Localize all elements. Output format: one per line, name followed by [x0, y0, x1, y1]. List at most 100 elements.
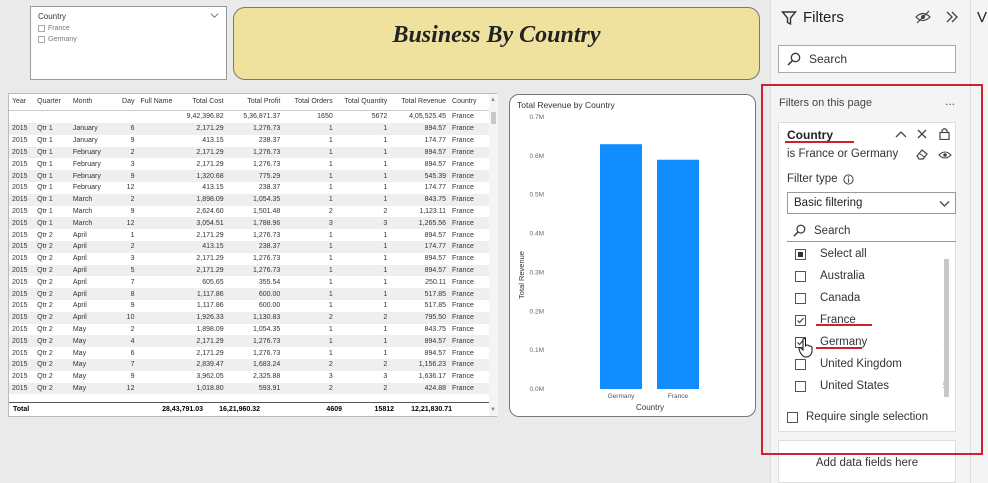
table-cell: 7	[130, 361, 135, 369]
table-row[interactable]: 2015 Qtr 2 April 2 413.15 238.37 1 1 174.77 Franc…	[9, 240, 489, 253]
table-scrollbar[interactable]: ▲ ▼	[489, 94, 498, 416]
table-cell: 1,123.11	[419, 207, 447, 215]
values-scrollbar[interactable]	[944, 259, 949, 397]
table-cell: 1,276.73	[253, 337, 281, 345]
table-row[interactable]: 2015 Qtr 2 May 7 2,839.47 1,683.24 2 2 1,156.23 F…	[9, 358, 489, 371]
chevron-down-icon[interactable]	[210, 11, 219, 20]
column-header[interactable]: Day	[118, 94, 138, 111]
table-cell: France	[452, 384, 474, 392]
column-header[interactable]: Total Quantity	[335, 94, 391, 111]
column-header[interactable]: Full Name	[137, 94, 182, 111]
column-header[interactable]: Quarter	[34, 94, 70, 111]
filter-values-search[interactable]: Search	[787, 220, 956, 242]
more-options-icon[interactable]: ...	[945, 94, 956, 108]
column-header[interactable]: Country	[449, 94, 489, 111]
add-data-fields-well[interactable]: Add data fields here	[778, 440, 956, 483]
column-header[interactable]: Total Profit	[226, 94, 284, 111]
filter-type-dropdown[interactable]: Basic filtering	[787, 192, 956, 214]
table-row[interactable]: 2015 Qtr 2 May 9 3,962.05 2,325.88 3 3 1,636.17 F…	[9, 371, 489, 383]
slicer-item-france[interactable]: France	[38, 25, 70, 32]
filter-value-australia[interactable]: Australia	[795, 270, 865, 282]
country-slicer[interactable]: Country France Germany	[30, 6, 227, 80]
filters-search-input[interactable]: Search	[778, 45, 956, 73]
revenue-chart[interactable]: Total Revenue by Country 0.0M 0.1M 0.2M 0.3…	[509, 94, 756, 417]
table-row[interactable]: 2015 Qtr 2 May 6 2,171.29 1,276.73 1 1 894.57 Fra…	[9, 347, 489, 359]
table-row[interactable]: 2015 Qtr 1 March 2 1,898.09 1,054.35 1 1 843.75 F…	[9, 193, 489, 206]
data-table[interactable]: Year Quarter Month Day Full Name Total Cost To…	[8, 93, 498, 417]
table-row[interactable]: 2015 Qtr 1 January 6 2,171.29 1,276.73 1 1 894.5…	[9, 123, 489, 135]
table-cell: April	[72, 302, 87, 310]
close-icon[interactable]	[917, 129, 927, 139]
table-row[interactable]: 2015 Qtr 1 February 3 2,171.29 1,276.73 1 1 894.…	[9, 158, 489, 170]
lock-icon[interactable]	[939, 127, 950, 140]
table-row[interactable]: 2015 Qtr 1 February 9 1,320.68 775.29 1 1 545.39…	[9, 170, 489, 182]
table-cell: 1	[328, 278, 333, 286]
table-row[interactable]: 2015 Qtr 2 April 10 1,926.33 1,130.83 2 2 795.50…	[9, 311, 489, 324]
slicer-item-germany[interactable]: Germany	[38, 36, 77, 43]
hand-cursor-icon	[798, 338, 813, 358]
table-cell: 2,839.47	[196, 361, 224, 369]
table-cell: 1	[328, 290, 333, 298]
column-header[interactable]: Month	[69, 94, 119, 111]
table-row[interactable]: 2015 Qtr 1 February 2 2,171.29 1,276.73 1 1 894.…	[9, 146, 489, 159]
table-row[interactable]: 2015 Qtr 1 January 9 413.15 238.37 1 1 174.77 Fra…	[9, 135, 489, 147]
table-row[interactable]: 2015 Qtr 1 March 12 3,054.51 1,788.96 3 3 1,265.…	[9, 217, 489, 230]
column-header[interactable]: Total Orders	[283, 94, 336, 111]
checkbox-icon[interactable]	[787, 411, 798, 423]
filter-value-france[interactable]: France	[795, 314, 856, 326]
scroll-thumb[interactable]	[491, 112, 496, 124]
table-summary-row[interactable]: 9,42,396.82 5,36,871.37 1650 5672 4,05,525.4…	[9, 110, 489, 123]
table-row[interactable]: 2015 Qtr 2 April 3 2,171.29 1,276.73 1 1 894.57 F…	[9, 253, 489, 265]
chevron-down-icon[interactable]	[939, 200, 950, 208]
checkbox-checked-icon[interactable]	[795, 314, 806, 326]
filter-card-country[interactable]: Country is France or Germany Filter type…	[778, 122, 956, 432]
table-row[interactable]: 2015 Qtr 2 May 12 1,018.80 593.91 2 2 424.88 Fran…	[9, 382, 489, 395]
filter-value-canada[interactable]: Canada	[795, 292, 860, 304]
table-row[interactable]: 2015 Qtr 2 April 1 2,171.29 1,276.73 1 1 894.57 F…	[9, 229, 489, 241]
table-row[interactable]: 2015 Qtr 2 May 2 1,898.09 1,054.35 1 1 843.75 Fra…	[9, 324, 489, 336]
table-cell: 12	[126, 184, 135, 192]
table-row[interactable]: 2015 Qtr 2 May 4 2,171.29 1,276.73 1 1 894.57 Fra…	[9, 335, 489, 348]
table-cell: March	[72, 207, 93, 215]
checkbox-icon[interactable]	[38, 36, 45, 43]
checkbox-icon[interactable]	[795, 358, 806, 370]
chevron-up-icon[interactable]	[895, 129, 907, 139]
column-header[interactable]: Year	[9, 94, 35, 111]
eraser-icon[interactable]	[916, 148, 929, 160]
table-row[interactable]: 2015 Qtr 2 April 8 1,117.86 600.00 1 1 517.85 Fra…	[9, 288, 489, 300]
table-cell: 1,276.73	[253, 231, 281, 239]
collapse-pane-icon[interactable]	[945, 10, 959, 24]
eye-hidden-icon[interactable]	[915, 10, 931, 24]
scroll-down-icon[interactable]: ▼	[490, 407, 496, 413]
table-row[interactable]: 2015 Qtr 1 February 12 413.15 238.37 1 1 174.77 F…	[9, 182, 489, 194]
table-row[interactable]: 2015 Qtr 2 April 7 605.65 355.54 1 1 250.11 Franc…	[9, 276, 489, 288]
bar[interactable]	[657, 159, 699, 389]
column-header[interactable]: Total Revenue	[390, 94, 450, 111]
info-icon[interactable]	[842, 173, 854, 185]
table-cell: 9,42,396.82	[186, 113, 224, 121]
checkbox-icon[interactable]	[795, 270, 806, 282]
require-single-selection[interactable]: Require single selection	[787, 411, 928, 423]
checkbox-icon[interactable]	[795, 380, 806, 392]
table-cell: May	[72, 325, 87, 333]
table-cell	[137, 135, 181, 147]
filter-value-united-states[interactable]: United States	[795, 380, 889, 392]
table-cell: 1	[328, 184, 333, 192]
column-header[interactable]: Total Cost	[181, 94, 227, 111]
y-tick-label: 0.2M	[530, 308, 544, 315]
table-cell: 1	[383, 148, 388, 156]
checkbox-icon[interactable]	[38, 25, 45, 32]
select-all-option[interactable]: Select all	[795, 248, 867, 260]
table-row[interactable]: 2015 Qtr 1 March 9 2,624.60 1,501.48 2 2 1,123.1…	[9, 206, 489, 218]
table-cell: 2,171.29	[196, 349, 224, 357]
table-cell: 2,171.29	[196, 266, 224, 274]
checkbox-partial-icon[interactable]	[795, 248, 806, 260]
table-row[interactable]: 2015 Qtr 2 April 9 1,117.86 600.00 1 1 517.85 Fra…	[9, 300, 489, 312]
checkbox-icon[interactable]	[795, 292, 806, 304]
eye-icon[interactable]	[938, 150, 952, 160]
table-row[interactable]: 2015 Qtr 2 April 5 2,171.29 1,276.73 1 1 894.57 F…	[9, 264, 489, 277]
bar[interactable]	[600, 144, 642, 389]
table-cell: 413.15	[202, 243, 224, 251]
scroll-up-icon[interactable]: ▲	[490, 97, 496, 103]
filter-value-united-kingdom[interactable]: United Kingdom	[795, 358, 902, 370]
